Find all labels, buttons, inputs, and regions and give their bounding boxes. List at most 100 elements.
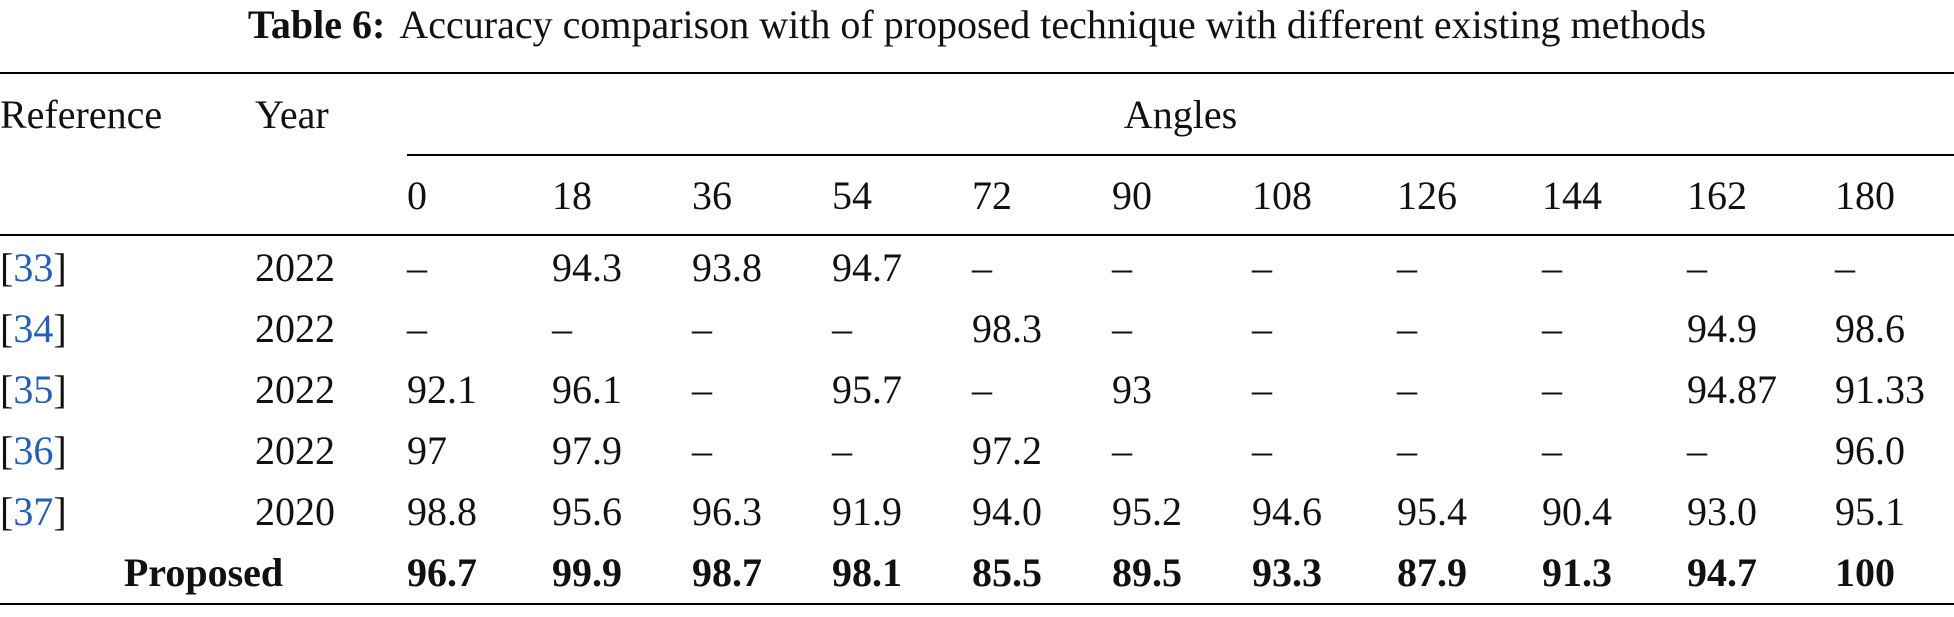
proposed-value-cell: 94.7 <box>1687 542 1835 605</box>
empty-header-cell <box>255 155 407 235</box>
proposed-row: Proposed 96.7 99.9 98.7 98.1 85.5 89.5 93.3 87.9… <box>0 542 1954 605</box>
year-cell: 2022 <box>255 367 335 412</box>
value-cell: 94.3 <box>552 244 622 290</box>
table-row: [33] 2022 – 94.3 93.8 94.7 – – – – – – – <box>0 235 1954 298</box>
value-cell: 98.6 <box>1835 306 1905 351</box>
proposed-value-cell: 87.9 <box>1397 542 1542 605</box>
caption-label: Table 6: <box>247 2 386 47</box>
value-cell: – <box>692 428 712 473</box>
value-cell: 94.0 <box>972 489 1042 534</box>
value-cell: – <box>1397 306 1417 351</box>
table-body: [33] 2022 – 94.3 93.8 94.7 – – – – – – – [34] 2022 – – – –… <box>0 235 1954 605</box>
value-cell: – <box>1252 306 1272 351</box>
reference-cell: [36] <box>0 428 67 473</box>
citation-link[interactable]: 36 <box>13 428 54 473</box>
reference-cell: [35] <box>0 367 67 412</box>
proposed-value-cell: 98.1 <box>832 542 972 605</box>
value-cell: – <box>1835 244 1855 290</box>
accuracy-table: Reference Year Angles 0 18 36 54 72 90 108 126 1… <box>0 72 1954 605</box>
value-cell: – <box>1112 306 1132 351</box>
year-cell: 2022 <box>255 244 335 290</box>
value-cell: 94.9 <box>1687 306 1757 351</box>
value-cell: 95.1 <box>1835 489 1905 534</box>
table-row: [35] 2022 92.1 96.1 – 95.7 – 93 – – – 94.87 91.33 <box>0 359 1954 420</box>
citation-link[interactable]: 37 <box>13 489 54 534</box>
proposed-value-cell: 98.7 <box>692 542 832 605</box>
value-cell: – <box>1397 244 1417 290</box>
value-cell: 92.1 <box>407 367 477 412</box>
value-cell: 94.6 <box>1252 489 1322 534</box>
value-cell: 98.8 <box>407 489 477 534</box>
value-cell: 97.9 <box>552 428 622 473</box>
value-cell: – <box>407 306 427 351</box>
header-row-1: Reference Year Angles <box>0 73 1954 156</box>
reference-cell: [37] <box>0 489 67 534</box>
value-cell: 97.2 <box>972 428 1042 473</box>
angle-header: 90 <box>1112 172 1152 218</box>
angle-header: 72 <box>972 172 1012 218</box>
header-row-angles: 0 18 36 54 72 90 108 126 144 162 180 <box>0 155 1954 235</box>
year-cell: 2022 <box>255 306 335 351</box>
value-cell: 96.1 <box>552 367 622 412</box>
year-cell: 2020 <box>255 489 335 534</box>
value-cell: – <box>832 306 852 351</box>
value-cell: 95.7 <box>832 367 902 412</box>
table-row: [37] 2020 98.8 95.6 96.3 91.9 94.0 95.2 94.6 95.4… <box>0 481 1954 542</box>
proposed-value-cell: 96.7 <box>407 542 552 605</box>
value-cell: – <box>972 244 992 290</box>
value-cell: – <box>1542 306 1562 351</box>
proposed-value-cell: 100 <box>1835 542 1954 605</box>
proposed-value-cell: 89.5 <box>1112 542 1252 605</box>
value-cell: – <box>1542 428 1562 473</box>
angle-header: 54 <box>832 172 872 218</box>
value-cell: 95.2 <box>1112 489 1182 534</box>
value-cell: 97 <box>407 428 447 473</box>
proposed-value-cell: 93.3 <box>1252 542 1397 605</box>
value-cell: 93.8 <box>692 244 762 290</box>
reference-cell: [33] <box>0 244 67 290</box>
value-cell: – <box>407 244 427 290</box>
value-cell: – <box>1252 428 1272 473</box>
value-cell: 91.33 <box>1835 367 1925 412</box>
reference-header: Reference <box>0 92 163 137</box>
angle-header: 126 <box>1397 172 1457 218</box>
angle-header: 108 <box>1252 172 1312 218</box>
value-cell: 94.7 <box>832 244 902 290</box>
caption-text: Accuracy comparison with of proposed tec… <box>399 2 1707 47</box>
table-caption: Table 6: Accuracy comparison with of prop… <box>0 0 1954 62</box>
value-cell: 94.87 <box>1687 367 1777 412</box>
proposed-label: Proposed <box>0 542 407 605</box>
citation-link[interactable]: 34 <box>13 306 54 351</box>
value-cell: – <box>552 306 572 351</box>
proposed-value-cell: 91.3 <box>1542 542 1687 605</box>
value-cell: – <box>972 367 992 412</box>
value-cell: – <box>832 428 852 473</box>
angle-header: 0 <box>407 172 427 218</box>
value-cell: – <box>1687 244 1707 290</box>
citation-link[interactable]: 35 <box>13 367 54 412</box>
value-cell: – <box>1542 244 1562 290</box>
value-cell: – <box>1397 428 1417 473</box>
year-cell: 2022 <box>255 428 335 473</box>
table-row: [34] 2022 – – – – 98.3 – – – – 94.9 98.6 <box>0 298 1954 359</box>
year-header: Year <box>255 92 329 137</box>
empty-header-cell <box>0 155 255 235</box>
value-cell: 98.3 <box>972 306 1042 351</box>
proposed-value-cell: 85.5 <box>972 542 1112 605</box>
value-cell: – <box>1112 244 1132 290</box>
value-cell: 93.0 <box>1687 489 1757 534</box>
proposed-value-cell: 99.9 <box>552 542 692 605</box>
value-cell: – <box>692 306 712 351</box>
value-cell: 95.6 <box>552 489 622 534</box>
value-cell: 90.4 <box>1542 489 1612 534</box>
value-cell: 96.3 <box>692 489 762 534</box>
angle-header: 36 <box>692 172 732 218</box>
value-cell: 96.0 <box>1835 428 1905 473</box>
value-cell: – <box>1252 367 1272 412</box>
angle-header: 162 <box>1687 172 1747 218</box>
value-cell: – <box>1542 367 1562 412</box>
angle-header: 144 <box>1542 172 1602 218</box>
citation-link[interactable]: 33 <box>13 244 54 290</box>
value-cell: 95.4 <box>1397 489 1467 534</box>
value-cell: 91.9 <box>832 489 902 534</box>
